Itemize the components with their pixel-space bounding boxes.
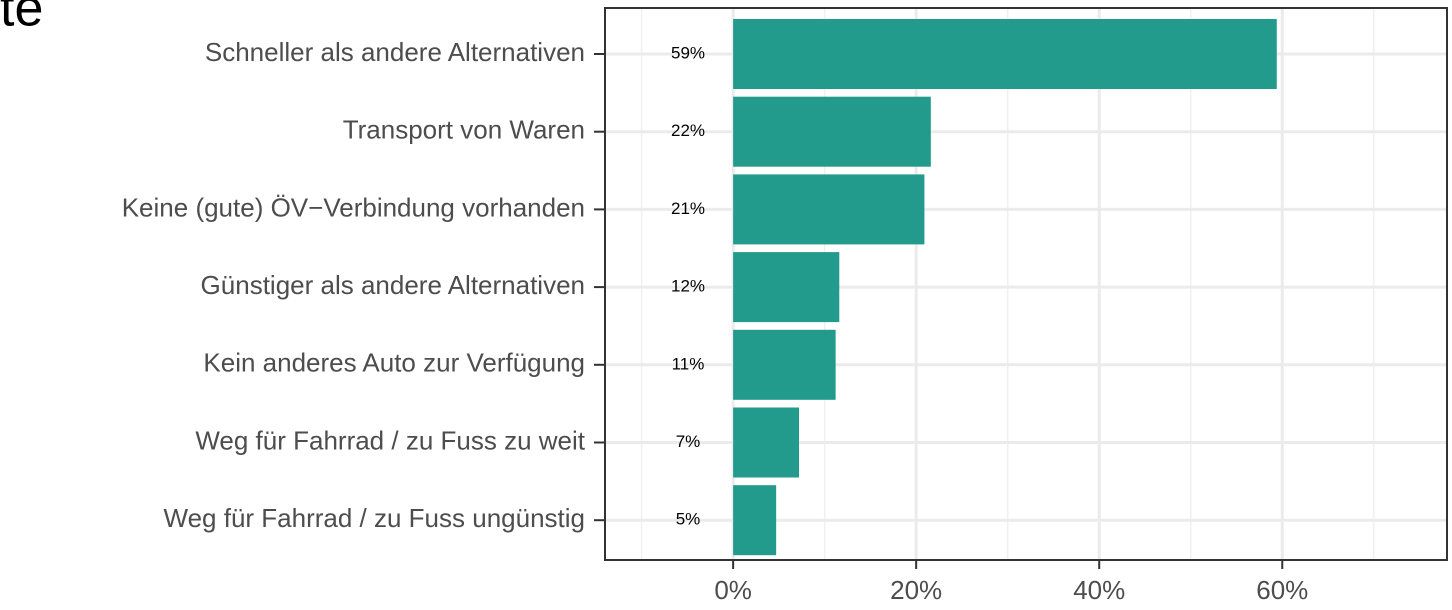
y-tick-label: Kein anderes Auto zur Verfügung — [203, 348, 585, 378]
value-label: 7% — [676, 432, 701, 451]
bar — [733, 19, 1277, 89]
chart-title: te — [0, 0, 43, 38]
y-tick-label: Günstiger als andere Alternativen — [201, 270, 585, 300]
bar — [733, 407, 800, 478]
value-label: 12% — [671, 277, 705, 296]
y-tick-label: Transport von Waren — [343, 115, 585, 145]
x-tick-label: 60% — [1256, 575, 1308, 605]
bar — [733, 96, 931, 167]
plot-border — [604, 7, 1448, 561]
x-tick-label: 40% — [1073, 575, 1125, 605]
y-tick-label: Weg für Fahrrad / zu Fuss zu weit — [195, 425, 585, 455]
x-tick-label: 20% — [890, 575, 942, 605]
y-tick-label: Weg für Fahrrad / zu Fuss ungünstig — [164, 503, 586, 533]
value-label: 22% — [671, 121, 705, 140]
x-tick-label: 0% — [714, 575, 752, 605]
bar — [733, 485, 777, 556]
bar — [733, 174, 925, 245]
value-label: 59% — [671, 43, 705, 62]
bar — [733, 252, 840, 323]
y-tick-label: Schneller als andere Alternativen — [205, 37, 585, 67]
value-label: 11% — [672, 354, 705, 373]
y-tick-label: Keine (gute) ÖV−Verbindung vorhanden — [122, 192, 585, 222]
value-label: 5% — [676, 510, 701, 529]
value-label: 21% — [671, 199, 705, 218]
bar — [733, 329, 836, 400]
